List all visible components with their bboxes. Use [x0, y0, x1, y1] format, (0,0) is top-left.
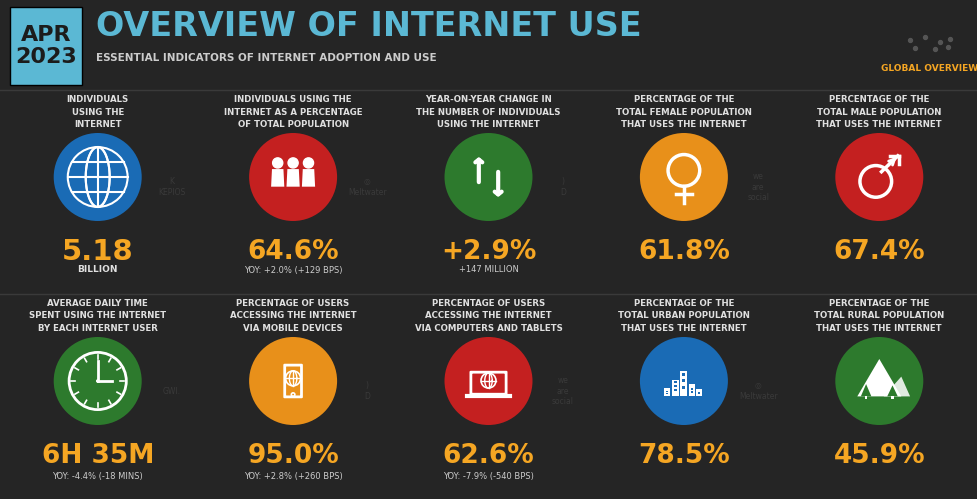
Ellipse shape	[249, 133, 337, 221]
Ellipse shape	[249, 337, 337, 425]
Text: PERCENTAGE OF USERS
ACCESSING THE INTERNET
VIA MOBILE DEVICES: PERCENTAGE OF USERS ACCESSING THE INTERN…	[230, 299, 357, 333]
Text: AVERAGE DAILY TIME
SPENT USING THE INTERNET
BY EACH INTERNET USER: AVERAGE DAILY TIME SPENT USING THE INTER…	[29, 299, 166, 333]
Point	[927, 45, 943, 53]
Ellipse shape	[54, 133, 142, 221]
Text: PERCENTAGE OF USERS
ACCESSING THE INTERNET
VIA COMPUTERS AND TABLETS: PERCENTAGE OF USERS ACCESSING THE INTERN…	[414, 299, 563, 333]
Bar	[698, 392, 700, 393]
Text: 64.6%: 64.6%	[247, 239, 339, 265]
Text: ◎
Meltwater: ◎ Meltwater	[348, 177, 387, 197]
Text: 5.18: 5.18	[62, 238, 134, 266]
Bar	[698, 393, 700, 394]
Bar	[682, 373, 685, 376]
Circle shape	[96, 379, 100, 383]
Polygon shape	[302, 169, 316, 187]
Text: PERCENTAGE OF THE
TOTAL RURAL POPULATION
THAT USES THE INTERNET: PERCENTAGE OF THE TOTAL RURAL POPULATION…	[814, 299, 945, 333]
Bar	[891, 396, 894, 399]
Text: APR: APR	[21, 25, 71, 45]
Point	[908, 44, 923, 52]
Text: we
are
social: we are social	[552, 376, 573, 406]
Text: BILLION: BILLION	[77, 265, 118, 274]
Text: GWI.: GWI.	[163, 387, 181, 396]
FancyBboxPatch shape	[286, 370, 300, 393]
Text: 62.6%: 62.6%	[443, 443, 534, 469]
FancyBboxPatch shape	[10, 7, 82, 85]
Polygon shape	[857, 359, 902, 396]
Point	[940, 43, 956, 51]
Bar	[666, 393, 668, 394]
Text: YOY: +2.8% (+260 BPS): YOY: +2.8% (+260 BPS)	[243, 472, 343, 481]
Text: we
are
social: we are social	[747, 172, 769, 202]
Bar	[865, 396, 868, 399]
Text: 95.0%: 95.0%	[247, 443, 339, 469]
Bar	[689, 384, 695, 396]
Text: 78.5%: 78.5%	[638, 443, 730, 469]
Bar	[674, 385, 676, 387]
Text: 61.8%: 61.8%	[638, 239, 730, 265]
Text: 67.4%: 67.4%	[833, 239, 925, 265]
Text: YEAR-ON-YEAR CHANGE IN
THE NUMBER OF INDIVIDUALS
USING THE INTERNET: YEAR-ON-YEAR CHANGE IN THE NUMBER OF IND…	[416, 95, 561, 129]
Bar	[671, 380, 679, 396]
Ellipse shape	[445, 133, 532, 221]
Text: K
KEPIOS: K KEPIOS	[158, 177, 186, 197]
Text: )
D: ) D	[364, 381, 370, 401]
Text: PERCENTAGE OF THE
TOTAL MALE POPULATION
THAT USES THE INTERNET: PERCENTAGE OF THE TOTAL MALE POPULATION …	[817, 95, 942, 129]
Bar	[680, 371, 687, 396]
Text: YOY: +2.0% (+129 BPS): YOY: +2.0% (+129 BPS)	[244, 265, 342, 274]
Text: 45.9%: 45.9%	[833, 443, 925, 469]
Text: ESSENTIAL INDICATORS OF INTERNET ADOPTION AND USE: ESSENTIAL INDICATORS OF INTERNET ADOPTIO…	[96, 53, 437, 63]
Ellipse shape	[835, 133, 923, 221]
Ellipse shape	[640, 133, 728, 221]
Polygon shape	[884, 377, 911, 396]
Text: 6H 35M: 6H 35M	[41, 443, 154, 469]
Bar	[682, 379, 685, 382]
Circle shape	[273, 158, 282, 168]
Text: )
D: ) D	[560, 177, 566, 197]
Bar	[691, 388, 693, 390]
Point	[917, 33, 933, 41]
Bar	[691, 391, 693, 393]
FancyBboxPatch shape	[471, 372, 506, 394]
Polygon shape	[286, 169, 300, 187]
Text: ◎
Meltwater: ◎ Meltwater	[739, 381, 778, 401]
Circle shape	[304, 158, 314, 168]
Ellipse shape	[54, 337, 142, 425]
Bar	[666, 391, 668, 392]
Circle shape	[71, 355, 124, 407]
Text: GLOBAL OVERVIEW: GLOBAL OVERVIEW	[881, 63, 977, 72]
Text: INDIVIDUALS USING THE
INTERNET AS A PERCENTAGE
OF TOTAL POPULATION: INDIVIDUALS USING THE INTERNET AS A PERC…	[224, 95, 362, 129]
Ellipse shape	[835, 337, 923, 425]
Polygon shape	[887, 385, 898, 396]
Point	[932, 38, 948, 46]
Circle shape	[288, 158, 298, 168]
Bar	[674, 389, 676, 391]
Ellipse shape	[640, 337, 728, 425]
Text: INDIVIDUALS
USING THE
INTERNET: INDIVIDUALS USING THE INTERNET	[66, 95, 129, 129]
Bar	[674, 381, 676, 383]
Text: PERCENTAGE OF THE
TOTAL URBAN POPULATION
THAT USES THE INTERNET: PERCENTAGE OF THE TOTAL URBAN POPULATION…	[618, 299, 749, 333]
Polygon shape	[861, 384, 871, 396]
Text: OVERVIEW OF INTERNET USE: OVERVIEW OF INTERNET USE	[96, 9, 642, 42]
Bar	[697, 389, 701, 396]
Text: +2.9%: +2.9%	[441, 239, 536, 265]
Point	[942, 35, 957, 43]
Ellipse shape	[445, 337, 532, 425]
Text: +147 MILLION: +147 MILLION	[458, 265, 519, 274]
Text: YOY: -7.9% (-540 BPS): YOY: -7.9% (-540 BPS)	[443, 472, 534, 481]
Point	[902, 36, 917, 44]
Bar	[664, 389, 670, 396]
Text: 2023: 2023	[15, 47, 77, 67]
Text: PERCENTAGE OF THE
TOTAL FEMALE POPULATION
THAT USES THE INTERNET: PERCENTAGE OF THE TOTAL FEMALE POPULATIO…	[616, 95, 752, 129]
Polygon shape	[271, 169, 284, 187]
Bar	[682, 386, 685, 389]
Text: YOY: -4.4% (-18 MINS): YOY: -4.4% (-18 MINS)	[53, 472, 143, 481]
